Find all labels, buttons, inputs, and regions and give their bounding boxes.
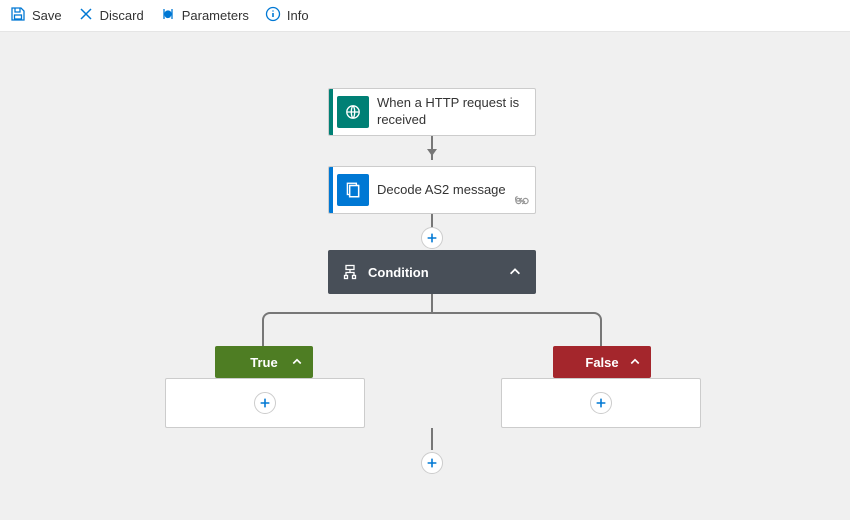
link-icon — [515, 195, 529, 209]
split-connector — [262, 312, 602, 330]
false-label: False — [585, 355, 618, 370]
discard-label: Discard — [100, 8, 144, 23]
svg-text:@: @ — [165, 13, 171, 19]
parameters-button[interactable]: @ Parameters — [160, 6, 249, 25]
trigger-accent — [329, 89, 333, 135]
designer-canvas[interactable]: When a HTTP request is received Decode A… — [0, 32, 850, 520]
info-icon — [265, 6, 281, 25]
false-branch-header[interactable]: False — [553, 346, 651, 378]
info-label: Info — [287, 8, 309, 23]
canvas-inner: When a HTTP request is received Decode A… — [0, 32, 850, 520]
save-label: Save — [32, 8, 62, 23]
condition-icon — [342, 264, 358, 280]
action-accent — [329, 167, 333, 213]
discard-icon — [78, 6, 94, 25]
chevron-up-icon — [629, 356, 641, 368]
split-right-stub — [600, 330, 602, 346]
info-button[interactable]: Info — [265, 6, 309, 25]
discard-button[interactable]: Discard — [78, 6, 144, 25]
chevron-up-icon — [291, 356, 303, 368]
add-step-button-bottom[interactable] — [421, 452, 443, 474]
add-step-button-1[interactable] — [421, 227, 443, 249]
true-label: True — [250, 355, 277, 370]
add-step-false[interactable] — [590, 392, 612, 414]
true-branch-header[interactable]: True — [215, 346, 313, 378]
action-node[interactable]: Decode AS2 message — [328, 166, 536, 214]
parameters-icon: @ — [160, 6, 176, 25]
parameters-label: Parameters — [182, 8, 249, 23]
designer-toolbar: Save Discard @ Parameters Info — [0, 0, 850, 32]
decode-as2-icon — [337, 174, 369, 206]
chevron-up-icon[interactable] — [508, 265, 522, 279]
split-stem — [431, 294, 433, 312]
save-button[interactable]: Save — [10, 6, 62, 25]
trigger-label: When a HTTP request is received — [373, 91, 535, 133]
add-step-true[interactable] — [254, 392, 276, 414]
trigger-node[interactable]: When a HTTP request is received — [328, 88, 536, 136]
http-request-icon — [337, 96, 369, 128]
split-left-stub — [262, 330, 264, 346]
save-icon — [10, 6, 26, 25]
condition-node[interactable]: Condition — [328, 250, 536, 294]
action-label: Decode AS2 message — [373, 178, 535, 203]
condition-label: Condition — [368, 265, 429, 280]
arrow-1 — [431, 136, 433, 160]
bottom-stem — [431, 428, 433, 450]
